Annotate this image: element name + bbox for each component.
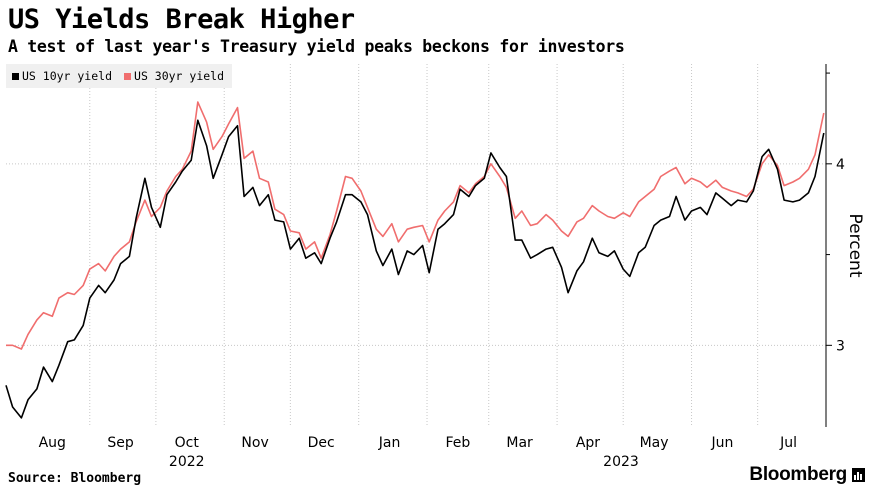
series-layer xyxy=(5,101,825,419)
x-tick-label-dec: Dec xyxy=(308,435,335,451)
legend: US 10yr yield US 30yr yield xyxy=(6,64,233,88)
x-tick-label-mar: Mar xyxy=(506,435,533,451)
x-year-label-2022: 2022 xyxy=(169,454,205,470)
x-tick-label-nov: Nov xyxy=(241,435,268,451)
x-tick-label-sep: Sep xyxy=(107,435,134,451)
legend-swatch-10yr xyxy=(12,72,19,80)
chart-subtitle: A test of last year's Treasury yield pea… xyxy=(8,37,625,56)
legend-label-30yr: US 30yr yield xyxy=(134,69,225,83)
grid-layer xyxy=(6,64,827,427)
x-tick-label-apr: Apr xyxy=(576,435,600,451)
legend-item-30yr: US 30yr yield xyxy=(124,69,224,83)
brand-name: Bloomberg xyxy=(749,464,847,485)
legend-label-10yr: US 10yr yield xyxy=(22,69,113,83)
axis-layer: 3 4 Percent Aug Sep Oct Nov Dec Jan Feb Mar Apr May J… xyxy=(39,64,865,470)
series-line-30yr xyxy=(6,101,825,350)
legend-swatch-30yr xyxy=(124,72,132,80)
y-tick-label-4: 4 xyxy=(836,157,845,173)
chart-title: US Yields Break Higher xyxy=(8,4,355,35)
x-tick-label-feb: Feb xyxy=(445,435,470,451)
y-axis-title: Percent xyxy=(845,214,865,278)
yield-line-chart: 3 4 Percent Aug Sep Oct Nov Dec Jan Feb Mar Apr May J… xyxy=(5,64,865,470)
legend-item-10yr: US 10yr yield xyxy=(12,69,112,83)
x-tick-label-may: May xyxy=(640,435,669,451)
y-tick-label-3: 3 xyxy=(836,338,845,354)
x-tick-label-jul: Jul xyxy=(779,435,797,451)
bloomberg-chart-icon xyxy=(852,468,865,482)
x-tick-label-aug: Aug xyxy=(39,435,66,451)
x-tick-label-jan: Jan xyxy=(378,435,401,451)
brand-logo: Bloomberg xyxy=(749,464,865,486)
x-tick-label-jun: Jun xyxy=(710,435,733,451)
x-year-label-2023: 2023 xyxy=(603,454,639,470)
x-tick-label-oct: Oct xyxy=(175,435,200,451)
series-line-10yr xyxy=(5,119,825,419)
source-note: Source: Bloomberg xyxy=(8,471,142,486)
